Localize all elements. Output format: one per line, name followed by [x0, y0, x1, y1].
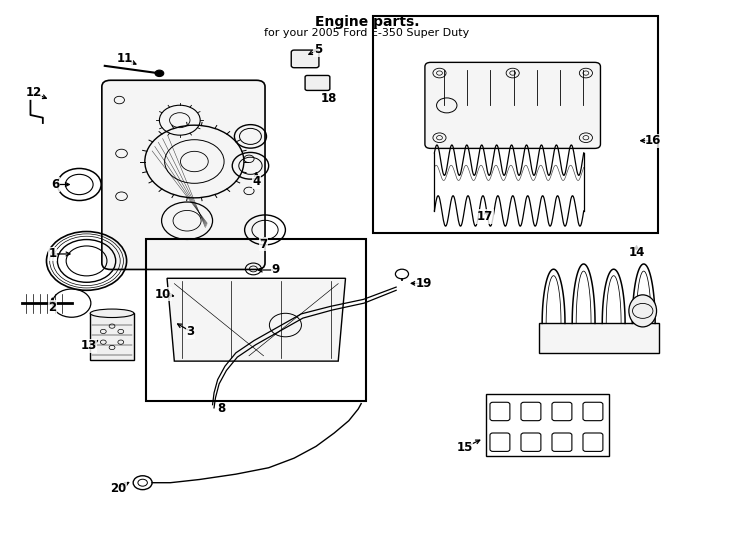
Text: 4: 4 [252, 176, 261, 188]
Polygon shape [167, 278, 346, 361]
Bar [539, 323, 658, 353]
Text: 19: 19 [415, 277, 432, 290]
Ellipse shape [629, 295, 656, 327]
Text: 9: 9 [272, 264, 280, 276]
Text: 2: 2 [48, 301, 57, 314]
Text: 7: 7 [260, 238, 268, 251]
Circle shape [155, 70, 164, 77]
Text: 6: 6 [51, 178, 59, 191]
Text: 8: 8 [217, 402, 225, 415]
Bar [373, 16, 658, 233]
FancyBboxPatch shape [425, 62, 600, 149]
FancyBboxPatch shape [305, 76, 330, 90]
Text: 1: 1 [48, 247, 57, 260]
Text: Engine parts.: Engine parts. [315, 15, 419, 29]
Text: 12: 12 [25, 86, 42, 99]
Text: 14: 14 [628, 246, 644, 259]
FancyBboxPatch shape [102, 80, 265, 269]
Text: 5: 5 [314, 43, 322, 56]
Text: for your 2005 Ford E-350 Super Duty: for your 2005 Ford E-350 Super Duty [264, 29, 470, 38]
Text: 16: 16 [645, 134, 661, 147]
Bar [145, 239, 366, 401]
Text: 3: 3 [186, 325, 195, 338]
Text: 15: 15 [457, 441, 473, 454]
Text: 13: 13 [81, 340, 97, 353]
Text: 11: 11 [116, 52, 133, 65]
Text: 17: 17 [477, 210, 493, 223]
Bar [90, 313, 134, 360]
FancyBboxPatch shape [291, 50, 319, 68]
Text: 18: 18 [320, 92, 337, 105]
Text: 10: 10 [155, 287, 171, 301]
Text: 20: 20 [110, 482, 126, 495]
Ellipse shape [90, 309, 134, 318]
Bar [487, 394, 608, 456]
